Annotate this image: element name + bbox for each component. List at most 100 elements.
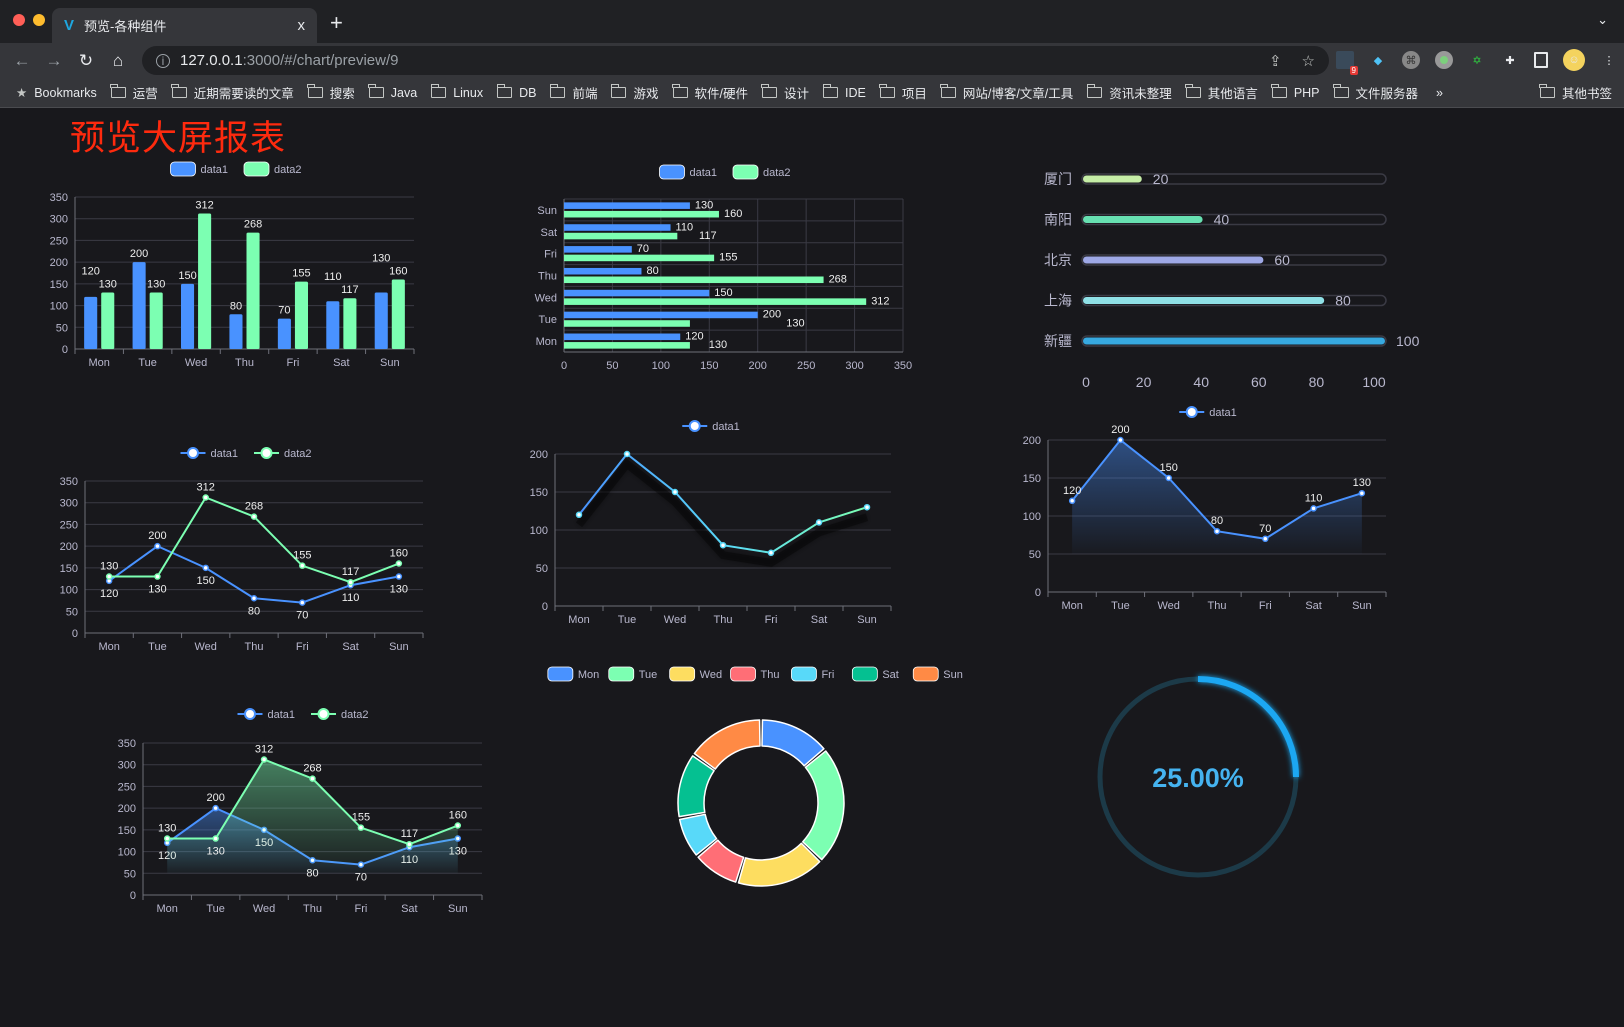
tab-search-chevron-icon[interactable]: ⌄ xyxy=(1597,12,1608,27)
browser-tab[interactable]: V 预览-各种组件 x xyxy=(52,8,317,43)
point-data1[interactable] xyxy=(1117,436,1124,444)
bookmarks-button[interactable]: ★ Bookmarks xyxy=(16,85,97,101)
progress-fill[interactable] xyxy=(1083,256,1264,264)
donut-slice-thu[interactable] xyxy=(697,839,745,883)
bookmark-star-icon[interactable]: ☆ xyxy=(1301,52,1315,70)
progress-fill[interactable] xyxy=(1083,216,1203,223)
new-tab-button[interactable]: + xyxy=(330,10,343,35)
legend-item[interactable]: Wed xyxy=(669,666,722,682)
bar-data2[interactable] xyxy=(101,292,115,349)
bar-data1[interactable] xyxy=(564,311,758,319)
bar-data1[interactable] xyxy=(564,246,632,253)
bookmark-folder[interactable]: 软件/硬件 xyxy=(672,83,748,102)
bookmark-folder[interactable]: 网站/博客/文章/工具 xyxy=(940,83,1073,102)
forward-icon[interactable]: → xyxy=(45,50,63,70)
bar-data1[interactable] xyxy=(564,333,681,341)
point-data1[interactable] xyxy=(212,804,219,812)
bar-data2[interactable] xyxy=(294,281,309,349)
bar-data1[interactable] xyxy=(180,283,195,349)
legend-item[interactable]: Sun xyxy=(912,666,963,682)
point-data1[interactable] xyxy=(815,519,823,526)
point-data1[interactable] xyxy=(1068,497,1076,505)
point-data2[interactable] xyxy=(163,835,171,842)
point-data2[interactable] xyxy=(154,573,161,580)
bookmark-folder[interactable]: DB xyxy=(496,84,536,100)
point-data1[interactable] xyxy=(863,503,871,511)
point-data1[interactable] xyxy=(154,542,161,550)
point-data1[interactable] xyxy=(575,511,583,519)
bookmarks-overflow-button[interactable]: » xyxy=(1436,85,1443,100)
point-data1[interactable] xyxy=(671,488,679,496)
donut-slice-fri[interactable] xyxy=(678,813,718,856)
bar-data1[interactable] xyxy=(564,224,671,231)
legend-item[interactable]: data1 xyxy=(180,447,239,460)
progress-fill[interactable] xyxy=(1083,337,1385,345)
bookmark-folder[interactable]: 资讯未整理 xyxy=(1086,83,1172,102)
point-data1[interactable] xyxy=(1262,535,1269,543)
point-data2[interactable] xyxy=(260,756,268,763)
point-data1[interactable] xyxy=(299,599,306,606)
close-window-button[interactable] xyxy=(13,14,25,26)
bar-data1[interactable] xyxy=(374,292,388,349)
donut-slice-wed[interactable] xyxy=(737,842,821,887)
point-data2[interactable] xyxy=(299,562,306,569)
legend-item[interactable]: Fri xyxy=(791,666,834,682)
legend-item[interactable]: Mon xyxy=(547,666,599,682)
extension-star-icon[interactable]: ✡ xyxy=(1472,54,1482,67)
extension-diamond-icon[interactable]: ◆ xyxy=(1373,54,1383,67)
point-data2[interactable] xyxy=(250,513,258,520)
point-data2[interactable] xyxy=(202,494,209,501)
point-data2[interactable] xyxy=(406,840,413,848)
donut-slice-mon[interactable] xyxy=(761,719,825,767)
address-bar[interactable]: i 127.0.0.1:3000/#/chart/preview/9 ⇪ ☆ xyxy=(142,46,1329,75)
bar-data2[interactable] xyxy=(564,298,867,305)
bar-data2[interactable] xyxy=(149,292,163,349)
bar-data1[interactable] xyxy=(229,314,243,349)
side-panel-icon[interactable] xyxy=(1534,52,1548,68)
bookmark-folder[interactable]: IDE xyxy=(822,84,866,100)
legend-item[interactable]: data1 xyxy=(170,161,229,177)
bookmark-folder[interactable]: 设计 xyxy=(761,83,809,102)
extension-grid-icon[interactable]: 9 xyxy=(1336,51,1358,75)
extensions-puzzle-icon[interactable]: ✚ xyxy=(1505,54,1515,67)
share-icon[interactable]: ⇪ xyxy=(1268,52,1282,70)
profile-avatar[interactable]: ☺ xyxy=(1563,49,1585,71)
legend-item[interactable]: Tue xyxy=(608,666,658,682)
point-data2[interactable] xyxy=(212,835,219,842)
point-data1[interactable] xyxy=(719,541,727,549)
donut-slice-sat[interactable] xyxy=(677,755,715,818)
bar-data2[interactable] xyxy=(564,276,824,284)
bar-data2[interactable] xyxy=(391,279,405,349)
point-data2[interactable] xyxy=(357,824,365,831)
point-data1[interactable] xyxy=(202,564,209,572)
point-data1[interactable] xyxy=(767,549,775,557)
progress-fill[interactable] xyxy=(1083,297,1325,304)
extension-circle-icon[interactable] xyxy=(1435,51,1453,69)
legend-item[interactable]: Sat xyxy=(851,666,899,682)
bar-data2[interactable] xyxy=(343,298,357,349)
bar-data1[interactable] xyxy=(132,262,146,349)
legend-item[interactable]: data2 xyxy=(243,161,302,177)
bar-data2[interactable] xyxy=(246,232,260,349)
bar-data2[interactable] xyxy=(564,342,690,349)
bookmark-folder[interactable]: PHP xyxy=(1271,84,1320,100)
bookmark-folder[interactable]: 运营 xyxy=(110,83,158,102)
other-bookmarks-folder[interactable]: 其他书签 xyxy=(1539,83,1612,102)
home-icon[interactable]: ⌂ xyxy=(112,50,124,70)
menu-kebab-icon[interactable]: ⋮ xyxy=(1603,54,1615,67)
bookmark-folder[interactable]: 游戏 xyxy=(610,83,659,102)
bar-data2[interactable] xyxy=(564,254,715,262)
legend-item[interactable]: data2 xyxy=(311,708,369,721)
bar-data2[interactable] xyxy=(198,213,212,349)
bookmark-folder[interactable]: 其他语言 xyxy=(1185,83,1258,102)
legend-item[interactable]: data1 xyxy=(659,164,718,180)
point-data2[interactable] xyxy=(347,578,354,586)
bar-data1[interactable] xyxy=(277,318,291,349)
reload-icon[interactable]: ↻ xyxy=(78,50,94,70)
point-data2[interactable] xyxy=(105,573,113,580)
progress-fill[interactable] xyxy=(1083,175,1142,183)
extension-command-icon[interactable]: ⌘ xyxy=(1402,51,1420,69)
bar-data1[interactable] xyxy=(326,301,340,349)
bookmark-folder[interactable]: Linux xyxy=(430,84,483,100)
bar-data1[interactable] xyxy=(564,289,710,297)
